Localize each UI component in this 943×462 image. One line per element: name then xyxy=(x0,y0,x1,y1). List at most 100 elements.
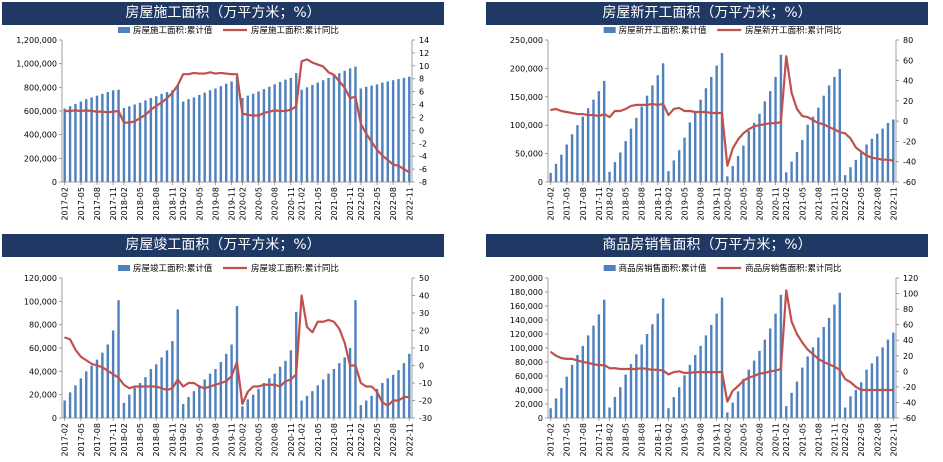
bar xyxy=(79,378,83,418)
yoy-point xyxy=(807,348,809,351)
y-left-tick-label: 1,200,000 xyxy=(16,36,57,45)
y-left-tick-label: 100,000 xyxy=(510,344,543,353)
yoy-point xyxy=(689,110,691,112)
yoy-point xyxy=(764,372,766,374)
x-tick-label: 2017-05 xyxy=(77,187,86,220)
bar xyxy=(106,92,109,182)
x-tick-label: 2018-11 xyxy=(654,187,663,220)
legend-bar-swatch xyxy=(603,27,616,33)
y-right-tick-label: 20 xyxy=(903,352,913,361)
bar xyxy=(225,353,228,418)
bar xyxy=(165,92,169,182)
yoy-point xyxy=(155,385,157,388)
yoy-point xyxy=(785,55,787,57)
bar xyxy=(375,84,379,183)
yoy-point xyxy=(662,103,664,105)
bar xyxy=(667,408,670,418)
yoy-point xyxy=(279,385,281,388)
y-left-tick-label: 200,000 xyxy=(510,274,543,283)
bar xyxy=(635,354,638,418)
y-left-tick-label: 600,000 xyxy=(24,107,57,116)
y-right-tick-label: -6 xyxy=(419,165,427,174)
yoy-point xyxy=(753,125,755,127)
bar xyxy=(785,172,788,182)
bar xyxy=(311,84,314,182)
yoy-point xyxy=(354,364,357,367)
yoy-point xyxy=(641,367,643,369)
chart-title: 房屋施工面积（万平方米；%） xyxy=(2,2,444,25)
y-right-tick-label: 120 xyxy=(903,274,918,283)
bar xyxy=(677,150,681,182)
yoy-point xyxy=(139,385,141,388)
x-tick-label: 2022-05 xyxy=(857,423,866,456)
yoy-point xyxy=(855,386,857,388)
yoy-point xyxy=(678,370,680,372)
yoy-point xyxy=(101,111,103,113)
yoy-point xyxy=(64,110,66,112)
yoy-point xyxy=(397,165,400,167)
y-left-tick-label: 140,000 xyxy=(510,316,543,325)
yoy-point xyxy=(101,366,103,368)
yoy-point xyxy=(150,385,152,388)
bar xyxy=(354,66,357,183)
x-tick-label: 2019-08 xyxy=(697,187,706,220)
yoy-point xyxy=(871,157,873,159)
bar xyxy=(694,355,697,418)
bar xyxy=(704,335,708,418)
yoy-point xyxy=(236,361,238,363)
y-left-tick-label: 400,000 xyxy=(24,131,57,140)
bar xyxy=(795,151,799,182)
yoy-point xyxy=(705,371,707,373)
x-tick-label: 2019-05 xyxy=(681,187,690,220)
bar xyxy=(726,412,729,418)
bar xyxy=(624,141,627,182)
yoy-point xyxy=(198,385,200,388)
bar xyxy=(176,84,179,182)
yoy-point xyxy=(263,384,265,386)
bar xyxy=(241,406,244,418)
yoy-point xyxy=(290,378,292,381)
yoy-point xyxy=(193,72,195,74)
bar xyxy=(768,91,772,182)
x-tick-label: 2017-02 xyxy=(61,187,70,220)
bar xyxy=(554,398,558,418)
x-tick-label: 2022-08 xyxy=(873,423,882,456)
yoy-point xyxy=(139,117,141,119)
yoy-point xyxy=(780,368,782,370)
bar xyxy=(565,144,568,182)
legend-bar-swatch xyxy=(603,265,616,271)
bar xyxy=(827,85,831,182)
y-left-tick-label: 60,000 xyxy=(515,372,543,381)
yoy-point xyxy=(284,110,287,112)
yoy-point xyxy=(209,71,211,73)
bar xyxy=(790,392,793,418)
yoy-point xyxy=(344,87,346,89)
yoy-point xyxy=(381,401,383,403)
yoy-point xyxy=(204,387,206,389)
bar xyxy=(208,373,212,418)
x-tick-label: 2018-05 xyxy=(622,423,631,456)
x-tick-label: 2018-11 xyxy=(654,423,663,456)
bar xyxy=(806,356,809,418)
yoy-point xyxy=(614,367,616,369)
y-right-tick-label: 100 xyxy=(903,290,918,299)
yoy-point xyxy=(338,80,340,82)
y-right-tick-label: -40 xyxy=(903,158,916,167)
yoy-point xyxy=(576,113,579,115)
yoy-point xyxy=(571,358,573,360)
yoy-point xyxy=(780,121,782,123)
bar xyxy=(262,89,266,182)
bar xyxy=(586,108,590,182)
yoy-point xyxy=(646,104,648,106)
bar xyxy=(811,347,815,418)
x-tick-label: 2022-11 xyxy=(405,423,414,456)
y-right-tick-label: -20 xyxy=(903,383,916,392)
bar xyxy=(843,407,847,418)
bar xyxy=(106,344,109,418)
bar xyxy=(827,317,831,418)
bar xyxy=(278,82,282,182)
y-right-tick-label: 4 xyxy=(419,101,424,110)
bar xyxy=(677,387,681,418)
bar xyxy=(192,97,196,182)
bar xyxy=(672,397,676,418)
